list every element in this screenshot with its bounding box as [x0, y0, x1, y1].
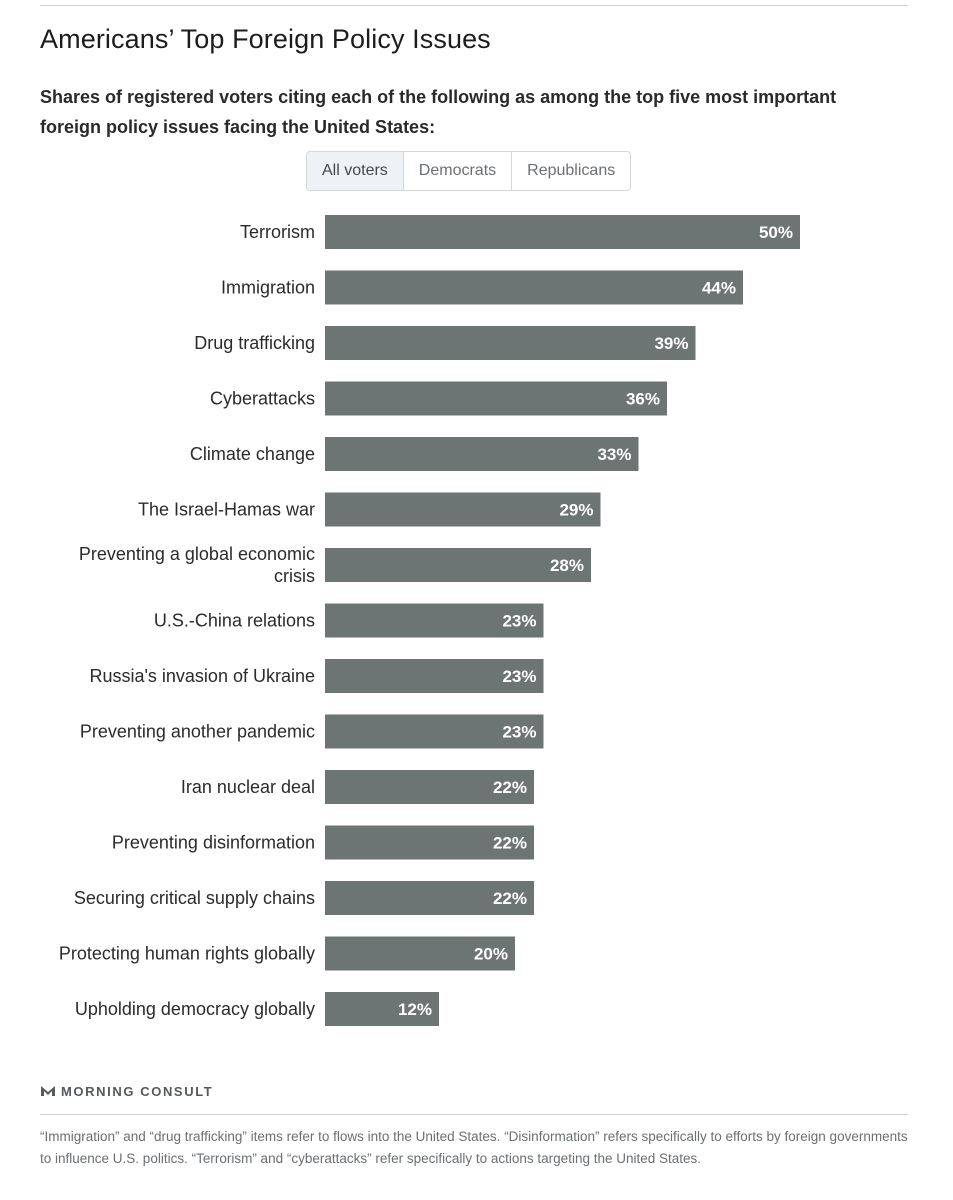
footnote: “Immigration” and “drug trafficking” ite… [40, 1129, 908, 1166]
category-label: Cyberattacks [210, 389, 315, 409]
category-label: Iran nuclear deal [181, 777, 315, 797]
category-label: Securing critical supply chains [74, 888, 315, 908]
chart-subtitle: Shares of registered voters citing each … [40, 87, 837, 137]
tab-republicans[interactable]: Republicans [511, 152, 630, 190]
bar [325, 659, 544, 693]
value-label: 33% [597, 445, 631, 464]
tab-democrats[interactable]: Democrats [402, 152, 511, 190]
bar [325, 825, 534, 860]
morning-consult-logo-icon [41, 1086, 55, 1096]
bar [325, 492, 601, 527]
category-label: The Israel-Hamas war [138, 500, 315, 520]
bar [325, 992, 439, 1026]
bar [325, 603, 544, 638]
bar [325, 270, 743, 305]
category-label: Preventing another pandemic [80, 722, 315, 742]
value-label: 50% [759, 223, 793, 242]
value-label: 20% [474, 945, 508, 964]
category-label: Preventing a global economic crisis [79, 544, 315, 586]
value-label: 39% [654, 334, 688, 353]
value-label: 12% [398, 1000, 432, 1019]
bar [325, 714, 544, 749]
tab-all-voters[interactable]: All voters [307, 152, 403, 190]
bar [325, 936, 515, 971]
value-label: 44% [702, 279, 736, 298]
value-label: 28% [550, 556, 584, 575]
brand-logo-row: MORNING CONSULT [40, 1081, 213, 1101]
top-divider [40, 5, 908, 6]
value-label: 29% [559, 501, 593, 520]
category-label: Climate change [190, 444, 315, 464]
bar-chart: Terrorism 50% Immigration 44% Drug trafficki… [59, 215, 800, 1026]
category-label: Russia's invasion of Ukraine [89, 666, 315, 686]
brand-name: MORNING CONSULT [61, 1083, 214, 1099]
value-label: 23% [502, 612, 536, 631]
value-label: 22% [493, 889, 527, 908]
bar [325, 770, 534, 804]
category-label: Terrorism [240, 222, 315, 242]
bar [325, 215, 800, 249]
category-label: Preventing disinformation [112, 833, 315, 853]
value-label: 22% [493, 778, 527, 797]
bar [325, 326, 696, 360]
value-label: 23% [502, 723, 536, 742]
value-label: 23% [502, 667, 536, 686]
bottom-divider [40, 1114, 908, 1115]
value-label: 22% [493, 834, 527, 853]
bar [325, 548, 591, 582]
value-label: 36% [626, 390, 660, 409]
category-label: Upholding democracy globally [75, 999, 315, 1019]
category-label: Immigration [221, 278, 315, 298]
category-label: U.S.-China relations [154, 611, 315, 631]
category-label: Protecting human rights globally [59, 944, 315, 964]
bar [325, 437, 639, 471]
chart-title: Americans’ Top Foreign Policy Issues [40, 24, 491, 54]
category-label: Drug trafficking [194, 333, 315, 353]
bar [325, 881, 534, 915]
voter-group-tabs: All voters Democrats Republicans [306, 151, 632, 191]
bar [325, 381, 667, 416]
